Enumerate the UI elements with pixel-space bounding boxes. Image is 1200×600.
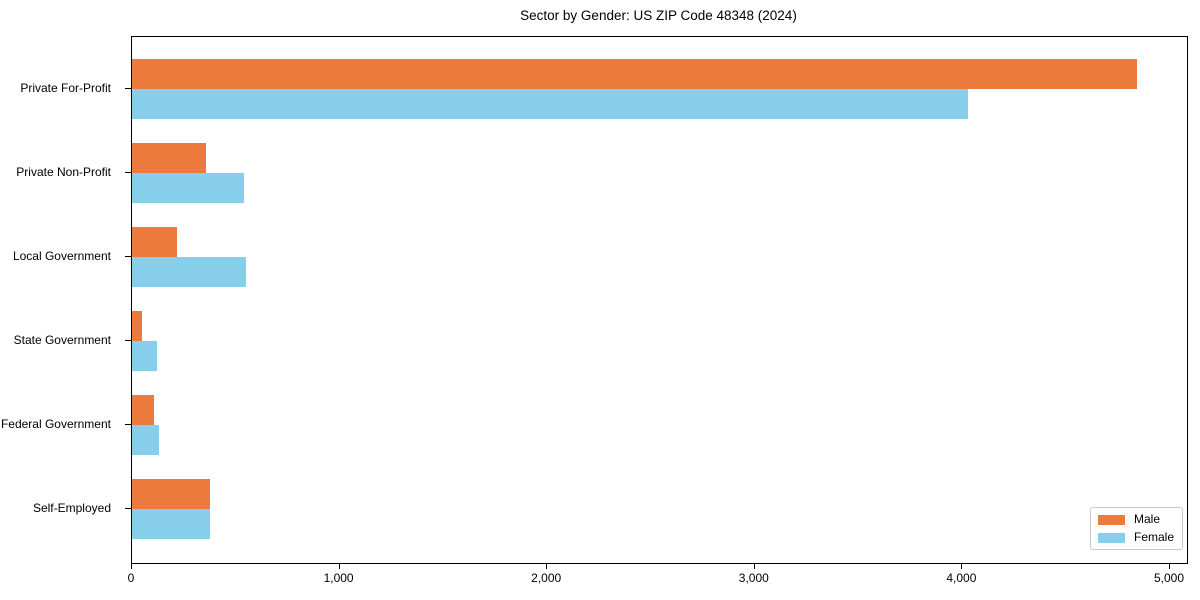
- x-tick-label: 5,000: [1153, 571, 1185, 585]
- y-tick-mark: [125, 256, 131, 257]
- bar-female-private-for-profit: [132, 89, 968, 119]
- legend-label-female: Female: [1134, 530, 1175, 544]
- bar-male-federal-government: [132, 395, 154, 425]
- bar-male-state-government: [132, 311, 143, 341]
- y-tick-mark: [125, 88, 131, 89]
- bar-female-state-government: [132, 341, 157, 371]
- y-tick-label-text: Local Government: [12, 249, 111, 263]
- x-tick-mark: [1169, 564, 1170, 569]
- legend-swatch-male: [1098, 514, 1125, 525]
- y-tick-label-text: Private For-Profit: [20, 81, 111, 95]
- y-tick-label-local-government: Local Government: [0, 247, 121, 265]
- legend: Male Female: [1090, 507, 1184, 550]
- y-tick-mark: [125, 508, 131, 509]
- x-tick-label: 1,000: [323, 571, 354, 585]
- x-tick-mark: [753, 564, 755, 569]
- plot-area: [131, 36, 1188, 564]
- bar-male-private-for-profit: [132, 59, 1137, 89]
- x-tick-mark: [338, 564, 340, 569]
- y-tick-label-private-non-profit: Private Non-Profit: [0, 163, 121, 181]
- y-tick-label-federal-government: Federal Government: [0, 415, 121, 433]
- y-tick-label-text: State Government: [13, 333, 111, 347]
- bar-female-local-government: [132, 257, 247, 287]
- y-tick-label-private-for-profit: Private For-Profit: [0, 79, 121, 97]
- legend-entry-male: Male: [1098, 513, 1174, 526]
- y-tick-label-text: Private Non-Profit: [16, 165, 111, 179]
- y-tick-label-state-government: State Government: [0, 331, 121, 349]
- bar-male-private-non-profit: [132, 143, 206, 173]
- y-tick-label-text: Federal Government: [0, 417, 111, 431]
- x-tick-label: 0: [127, 571, 135, 585]
- bar-male-self-employed: [132, 479, 210, 509]
- y-tick-label-self-employed: Self-Employed: [0, 499, 121, 517]
- y-tick-mark: [125, 172, 131, 173]
- x-tick-label: 4,000: [946, 571, 977, 585]
- x-tick-mark: [546, 564, 548, 569]
- x-tick-label: 3,000: [738, 571, 769, 585]
- bar-female-self-employed: [132, 509, 210, 539]
- bar-male-local-government: [132, 227, 177, 257]
- legend-entry-female: Female: [1098, 531, 1174, 544]
- legend-label-male: Male: [1134, 512, 1161, 526]
- bar-female-private-non-profit: [132, 173, 245, 203]
- x-tick-mark: [131, 564, 132, 569]
- x-tick-label: 2,000: [531, 571, 562, 585]
- y-tick-mark: [125, 340, 131, 341]
- x-tick-mark: [961, 564, 963, 569]
- bar-female-federal-government: [132, 425, 159, 455]
- chart-title: Sector by Gender: US ZIP Code 48348 (202…: [520, 8, 797, 23]
- legend-swatch-female: [1098, 532, 1125, 543]
- y-tick-label-text: Self-Employed: [32, 501, 111, 515]
- y-tick-mark: [125, 424, 131, 425]
